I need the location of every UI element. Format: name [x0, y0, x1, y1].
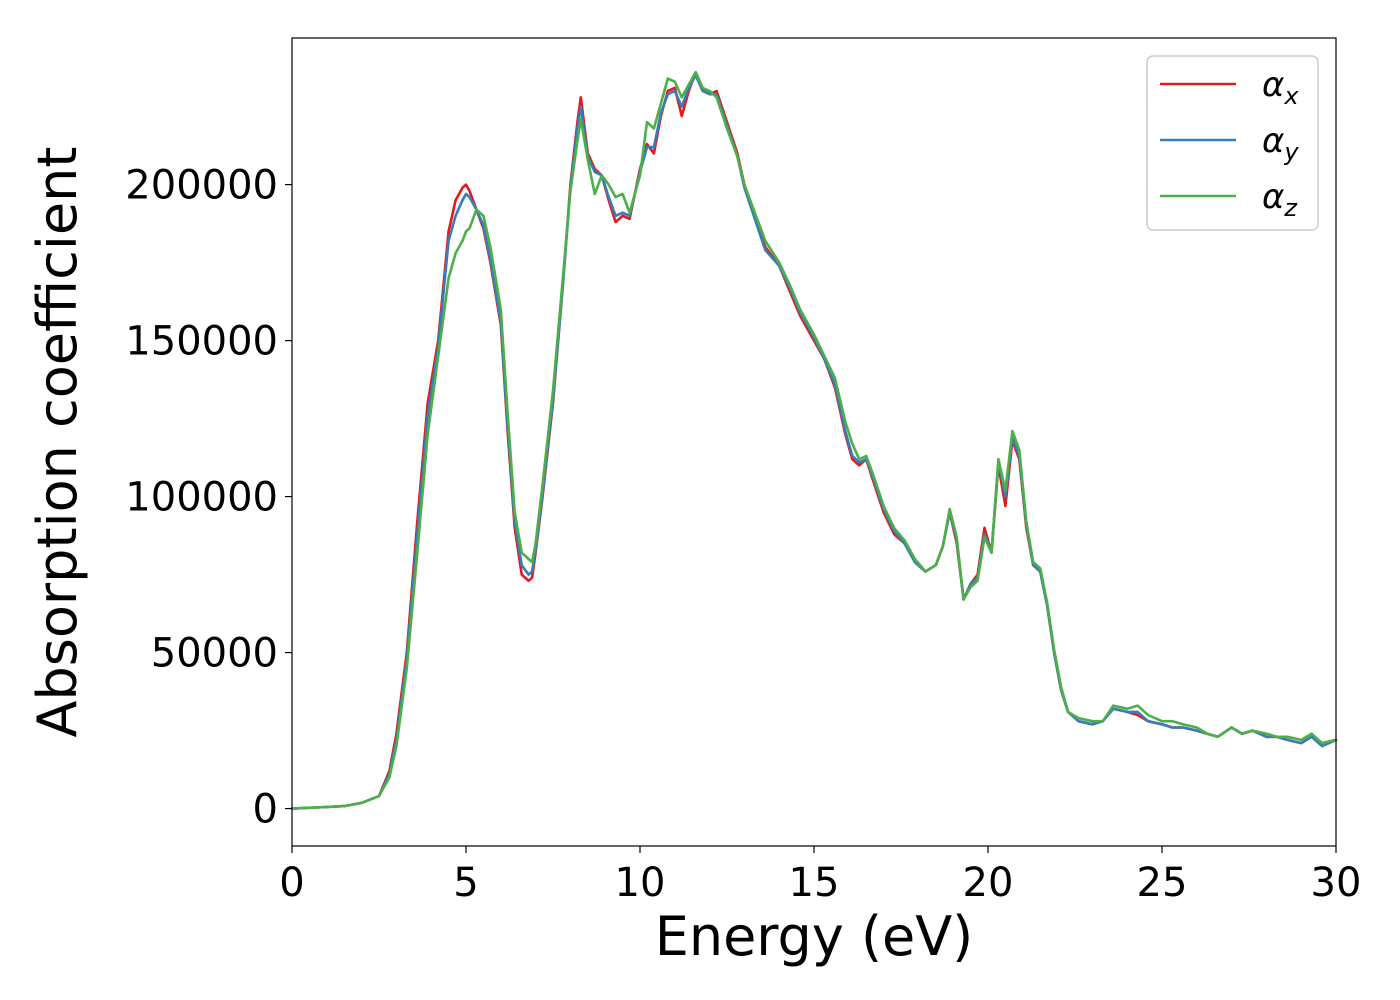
- legend-label-z: αz: [1262, 177, 1298, 222]
- x-tick-label: 25: [1137, 860, 1188, 906]
- y-tick-label: 200000: [125, 163, 278, 209]
- x-tick-label: 0: [279, 860, 304, 906]
- x-tick-label: 30: [1311, 860, 1362, 906]
- y-tick-label: 150000: [125, 319, 278, 365]
- x-tick-label: 10: [615, 860, 666, 906]
- y-axis: 0 50000 100000 150000 200000: [125, 163, 292, 833]
- legend-frame: [1146, 55, 1319, 231]
- x-tick-label: 20: [963, 860, 1014, 906]
- legend: αx αy αz: [1146, 55, 1319, 231]
- x-axis: 0 5 10 15 20 25 30: [279, 846, 1361, 906]
- series-layer: [290, 71, 1338, 810]
- y-axis-label: Absorption coefficient: [26, 147, 89, 738]
- legend-label-x: αx: [1262, 65, 1299, 110]
- series-line-z: [290, 71, 1338, 810]
- y-tick-label: 50000: [151, 631, 278, 677]
- legend-label-y: αy: [1262, 121, 1299, 166]
- y-tick-label: 0: [253, 787, 278, 833]
- y-tick-label: 100000: [125, 475, 278, 521]
- x-tick-label: 5: [453, 860, 478, 906]
- x-axis-label: Energy (eV): [655, 905, 974, 968]
- x-tick-label: 15: [789, 860, 840, 906]
